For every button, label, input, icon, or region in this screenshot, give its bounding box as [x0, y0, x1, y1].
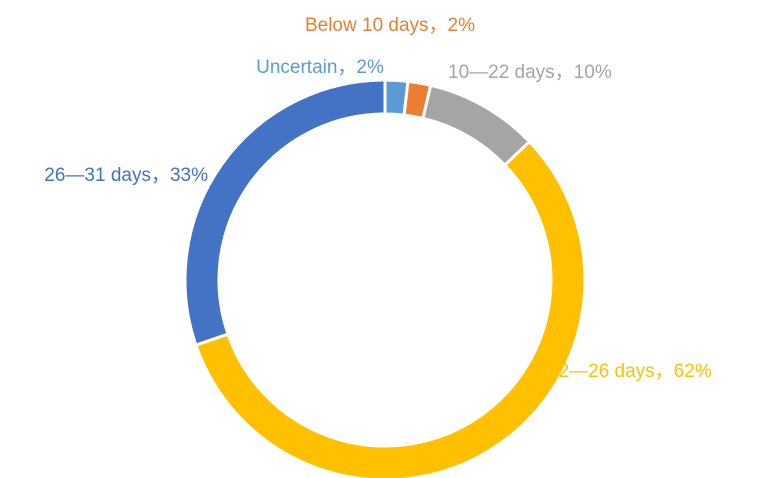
- slice-label: 10—22 days，10%: [448, 62, 612, 83]
- slice-label: Uncertain，2%: [256, 57, 384, 78]
- slice-label: 22—26 days，62%: [548, 361, 712, 382]
- slice-label: 26—31 days，33%: [44, 165, 208, 186]
- donut-slice: [421, 83, 532, 168]
- donut-slice: [193, 139, 587, 478]
- donut-slice: [183, 78, 387, 347]
- slice-label: Below 10 days，2%: [305, 15, 475, 36]
